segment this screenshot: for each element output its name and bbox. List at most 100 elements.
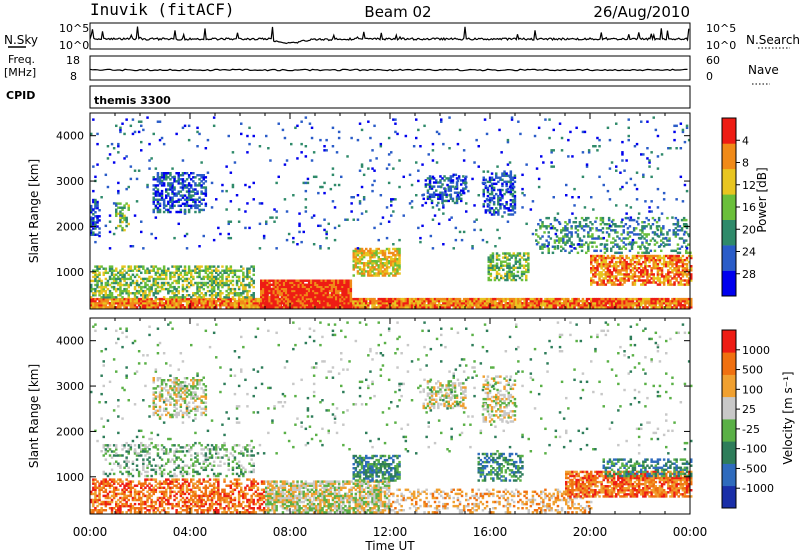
heatmap-cell — [183, 287, 187, 291]
heatmap-cell — [92, 213, 95, 216]
heatmap-cell — [102, 294, 105, 297]
heatmap-cell — [635, 279, 639, 282]
heatmap-cell — [362, 274, 366, 277]
heatmap-cell — [150, 289, 153, 293]
heatmap-cell — [381, 266, 385, 269]
heatmap-cell — [100, 265, 103, 268]
heatmap-cell — [637, 245, 640, 248]
heatmap-cell — [669, 299, 672, 303]
heatmap-cell — [106, 297, 110, 301]
heatmap-cell — [206, 304, 210, 307]
heatmap-cell — [225, 279, 228, 283]
heatmap-cell — [303, 304, 307, 307]
heatmap-cell — [150, 285, 153, 289]
heatmap-cell — [669, 283, 672, 286]
heatmap-cell — [162, 283, 166, 287]
heatmap-cell — [685, 256, 689, 260]
heatmap-cell — [617, 302, 620, 305]
heatmap-cell — [152, 267, 155, 270]
heatmap-cell — [606, 265, 610, 268]
heatmap-cell — [637, 216, 640, 220]
heatmap-cell — [92, 165, 95, 168]
heatmap-cell — [274, 295, 278, 299]
heatmap-cell — [656, 269, 660, 272]
heatmap-cell — [202, 178, 205, 181]
heatmap-cell — [142, 302, 145, 305]
heatmap-cell — [615, 267, 618, 270]
heatmap-cell — [387, 272, 391, 275]
heatmap-cell — [185, 186, 189, 189]
heatmap-cell — [185, 304, 189, 307]
heatmap-cell — [280, 289, 284, 293]
heatmap-cell — [146, 299, 149, 303]
heatmap-cell — [371, 270, 374, 273]
heatmap-cell — [560, 297, 564, 301]
heatmap-cell — [577, 299, 580, 303]
heatmap-cell — [535, 299, 539, 303]
heatmap-cell — [285, 304, 288, 307]
heatmap-cell — [644, 283, 647, 286]
heatmap-cell — [510, 270, 513, 274]
heatmap-cell — [264, 287, 267, 291]
heatmap-cell — [94, 200, 97, 203]
heatmap-cell — [491, 252, 495, 255]
heatmap-cell — [669, 275, 672, 278]
heatmap-cell — [587, 302, 591, 305]
heatmap-cell — [435, 306, 439, 309]
heatmap-cell — [237, 287, 241, 291]
heatmap-cell — [615, 271, 618, 274]
heatmap-cell — [210, 271, 214, 275]
heatmap-cell — [276, 306, 280, 309]
heatmap-cell — [339, 293, 342, 297]
heatmap-cell — [332, 281, 336, 285]
heatmap-cell — [590, 267, 593, 270]
heatmap-cell — [383, 274, 387, 277]
heatmap-cell — [639, 229, 642, 232]
heatmap-cell — [662, 302, 666, 305]
heatmap-cell — [677, 271, 680, 274]
heatmap-cell — [635, 241, 638, 244]
heatmap-cell — [96, 202, 99, 206]
heatmap-cell — [262, 283, 265, 287]
heatmap-cell — [137, 120, 141, 123]
heatmap-cell — [627, 265, 630, 268]
heatmap-cell — [276, 289, 280, 293]
heatmap-cell — [671, 306, 674, 309]
heatmap-cell — [123, 228, 126, 232]
heatmap-cell — [662, 262, 666, 266]
heatmap-cell — [92, 198, 95, 202]
heatmap-cell — [156, 188, 160, 191]
heatmap-cell — [133, 275, 137, 279]
heatmap-cell — [358, 272, 362, 275]
heatmap-cell — [104, 224, 108, 228]
heatmap-cell — [162, 200, 166, 204]
heatmap-cell — [437, 195, 440, 199]
heatmap-cell — [390, 260, 393, 263]
heatmap-cell — [98, 219, 101, 222]
heatmap-cell — [490, 182, 494, 186]
heatmap-cell — [154, 287, 158, 291]
heatmap-cell — [108, 267, 112, 270]
heatmap-cell — [318, 299, 321, 303]
heatmap-cell — [312, 243, 316, 246]
heatmap-cell — [485, 299, 489, 303]
heatmap-cell — [410, 306, 414, 309]
heatmap-cell — [137, 275, 141, 279]
heatmap-cell — [358, 266, 362, 269]
heatmap-cell — [121, 216, 124, 220]
heatmap-cell — [328, 306, 332, 309]
heatmap-cell — [354, 297, 358, 301]
heatmap-cell — [408, 299, 412, 303]
heatmap-cell — [206, 265, 210, 268]
heatmap-cell — [620, 239, 623, 242]
heatmap-cell — [656, 273, 660, 276]
heatmap-cell — [535, 306, 539, 309]
heatmap-cell — [619, 271, 622, 274]
heatmap-cell — [546, 304, 549, 307]
heatmap-cell — [492, 182, 496, 186]
heatmap-cell — [502, 276, 505, 280]
heatmap-cell — [590, 304, 593, 307]
heatmap-cell — [511, 194, 515, 198]
heatmap-cell — [179, 302, 183, 305]
heatmap-cell — [598, 299, 601, 303]
